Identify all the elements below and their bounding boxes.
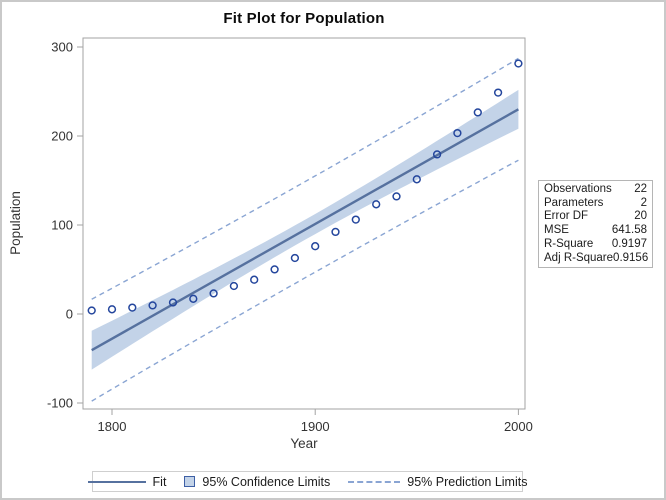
stat-value: 2 [640,196,647,209]
table-row: R-Square 0.9197 [539,238,652,252]
legend-item-fit: Fit [87,474,167,489]
y-tick-label: 200 [51,129,73,144]
fit-statistics-table: Observations 22 Parameters 2 Error DF 20… [538,180,653,269]
data-point-marker [87,306,96,315]
y-tick-label: 100 [51,218,73,233]
confidence-band-swatch-icon [184,476,196,487]
stat-label: Observations [544,183,612,195]
stat-label: Parameters [544,196,604,209]
data-point-marker [372,200,381,209]
stat-value: 22 [634,183,647,195]
y-axis-title: Population [8,191,23,255]
stat-value: 0.9197 [611,237,647,250]
legend-item-confidence: 95% Confidence Limits [184,475,330,489]
y-tick-label: -100 [47,396,73,411]
prediction-line-swatch-icon [348,480,401,483]
legend-label: 95% Prediction Limits [407,474,528,489]
data-point-marker [311,242,320,251]
upper-prediction-limit-line [91,57,519,300]
stat-label: Adj R-Square [544,251,614,264]
data-point-marker [189,294,198,303]
data-point-marker [412,175,421,184]
x-tick-label: 1800 [98,419,127,434]
data-point-marker [432,150,442,159]
data-point-marker [270,265,279,274]
data-point-marker [493,88,503,97]
y-tick-label: 300 [51,40,73,55]
data-point-marker [473,108,482,117]
data-point-marker [514,59,523,68]
data-point-marker [250,275,259,284]
x-tick-label: 1900 [301,419,330,434]
stat-value: 20 [634,210,647,223]
data-point-marker [290,253,300,263]
legend: Fit 95% Confidence Limits 95% Prediction… [87,471,527,492]
table-row: MSE 641.58 [539,224,652,238]
table-row: Adj R-Square 0.9156 [539,252,652,266]
lower-prediction-limit-line [91,159,519,402]
y-tick-label: 0 [66,307,73,322]
legend-label: Fit [152,474,167,489]
chart-title: Fit Plot for Population [223,10,385,27]
fit-line-swatch-icon [87,480,146,483]
table-row: Error DF 20 [539,210,652,224]
data-point-marker [128,303,137,312]
x-axis-title: Year [290,436,318,451]
data-point-marker [453,128,462,138]
fit-line [91,108,519,352]
stat-label: MSE [544,224,569,237]
data-point-marker [351,215,360,224]
data-point-marker [107,305,117,314]
data-point-marker [331,227,340,237]
stat-value: 641.58 [611,224,647,237]
data-point-marker [168,298,178,307]
stat-value: 0.9156 [613,251,649,264]
table-row: Parameters 2 [539,197,652,211]
data-point-marker [229,281,239,291]
x-tick-label: 2000 [504,419,533,434]
data-point-marker [148,301,157,310]
table-row: Observations 22 [539,183,652,197]
stat-label: R-Square [544,237,594,250]
legend-item-prediction: 95% Prediction Limits [348,475,527,489]
stat-label: Error DF [544,210,589,223]
data-point-marker [392,192,401,201]
plot-frame [82,37,526,410]
legend-label: 95% Confidence Limits [202,474,331,489]
data-point-marker [209,289,218,298]
